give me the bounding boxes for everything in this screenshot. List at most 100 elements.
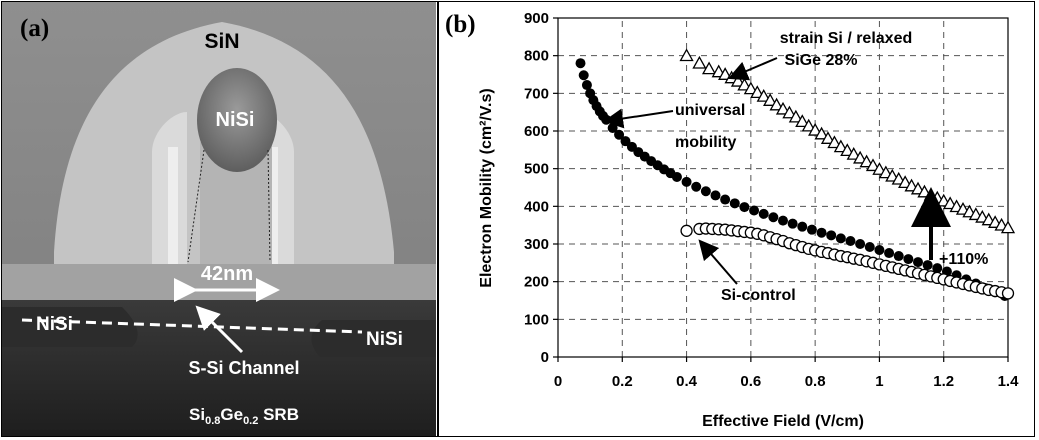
data-point-universal: [720, 194, 731, 205]
tem-cross-section-image: (a) SiN NiSi 42nm NiSi NiSi S-Si Channel…: [2, 2, 436, 436]
data-point-strain: [730, 73, 746, 87]
annotation-si-control: Si-control: [721, 287, 796, 304]
panel-a-letter: (a): [20, 15, 49, 42]
data-point-strain: [737, 77, 752, 91]
data-point-strain: [769, 97, 784, 111]
x-tick-label: 1: [875, 373, 883, 390]
data-point-universal: [758, 208, 769, 219]
data-point-si-control: [1001, 287, 1015, 300]
data-point-strain: [808, 122, 823, 136]
label-substrate: Si0.8Ge0.2 SRB: [189, 405, 299, 427]
y-axis-label: Electron Mobility (cm²/V.s): [478, 88, 495, 287]
data-point-strain: [846, 147, 861, 160]
data-point-universal: [778, 215, 788, 226]
y-tick-label: 300: [524, 236, 549, 253]
annotation-universal-arrow: [603, 108, 674, 129]
data-point-universal: [903, 254, 914, 265]
x-tick-label: 0.8: [805, 373, 826, 390]
x-axis-ticks: 0 0.2 0.4 0.6 0.8 1 1.2 1.4: [554, 357, 1019, 390]
data-point-strain: [814, 126, 829, 140]
data-point-universal: [922, 260, 933, 271]
channel-interface-line: [21, 318, 363, 334]
y-tick-label: 500: [524, 161, 549, 178]
label-nisi-left: NiSi: [36, 314, 73, 335]
data-point-strain: [853, 150, 868, 164]
annotation-si-control-arrow: [698, 239, 738, 285]
data-point-strain: [840, 143, 855, 157]
y-tick-label: 400: [524, 198, 549, 215]
data-point-universal: [913, 257, 923, 268]
data-point-strain: [692, 55, 707, 69]
data-point-universal: [768, 212, 779, 223]
data-point-universal: [893, 251, 904, 262]
y-tick-label: 200: [524, 274, 549, 291]
channel-pointer-arrow: [195, 305, 244, 354]
data-point-strain: [865, 158, 881, 172]
data-point-universal: [816, 227, 827, 238]
data-point-strain: [801, 118, 816, 132]
data-point-universal: [581, 80, 592, 91]
data-point-strain: [872, 162, 887, 175]
data-point-strain: [775, 101, 791, 115]
data-point-universal: [874, 245, 885, 256]
data-point-universal: [749, 205, 760, 216]
data-point-universal: [700, 186, 711, 197]
nisi-gate: [197, 68, 277, 172]
annotation-improvement: +110%: [939, 251, 988, 268]
right-liner: [268, 147, 278, 287]
y-tick-label: 600: [524, 123, 549, 140]
y-tick-label: 900: [524, 10, 549, 27]
y-tick-label: 100: [524, 311, 549, 328]
data-point-strain: [833, 139, 848, 153]
label-nisi-right: NiSi: [366, 329, 403, 350]
y-tick-label: 0: [541, 349, 549, 366]
label-gate-length: 42nm: [201, 263, 253, 285]
data-point-universal: [601, 114, 612, 125]
data-point-strain: [898, 175, 913, 189]
data-point-universal: [578, 70, 589, 81]
x-axis-label: Effective Field (V/cm): [702, 413, 864, 430]
label-nisi-gate: NiSi: [216, 109, 255, 131]
annotation-universal-line2: mobility: [675, 134, 736, 151]
annotation-strain-arrow: [727, 57, 778, 81]
panel-b-letter: (b): [445, 11, 476, 38]
data-point-universal: [855, 239, 866, 249]
data-point-strain: [859, 154, 874, 168]
y-tick-label: 800: [524, 48, 549, 65]
data-point-universal: [681, 176, 692, 187]
data-point-universal: [691, 181, 702, 192]
nisi-right-region: [311, 320, 436, 357]
plot-area-frame: [557, 17, 1009, 358]
data-point-universal: [932, 263, 943, 274]
data-point-strain: [878, 165, 893, 179]
x-tick-label: 0.4: [676, 373, 698, 390]
data-point-universal: [729, 198, 740, 209]
annotation-strain-line1: strain Si / relaxed: [780, 30, 913, 47]
y-axis-ticks: 0 100 200 300 400 500 600 700 800 900: [524, 10, 558, 366]
grid: [558, 18, 1008, 357]
data-point-strain: [795, 114, 810, 128]
annotation-universal-line1: universal: [675, 102, 745, 119]
label-sin: SiN: [204, 30, 239, 53]
data-point-strain: [820, 131, 836, 144]
x-tick-label: 1.4: [998, 373, 1020, 390]
data-point-universal: [739, 202, 750, 213]
data-point-strain: [782, 105, 797, 119]
data-point-universal: [864, 242, 875, 253]
x-tick-label: 1.2: [933, 373, 954, 390]
x-tick-label: 0.6: [740, 373, 761, 390]
data-point-strain: [788, 109, 803, 123]
data-point-strain: [701, 61, 717, 75]
data-point-strain: [743, 81, 758, 95]
data-point-universal: [620, 136, 631, 147]
data-point-universal: [835, 233, 846, 244]
label-channel: S-Si Channel: [188, 358, 299, 378]
mobility-chart: (b) 0 100 200 300 400 500 600 700 800 900 0 0.2 0.4…: [445, 10, 1019, 430]
x-tick-label: 0: [554, 373, 562, 390]
data-point-universal: [797, 221, 808, 232]
data-point-universal: [575, 58, 586, 69]
data-point-strain: [827, 135, 842, 149]
panel-divider: [437, 1, 439, 437]
data-point-strain: [763, 93, 778, 106]
data-point-universal: [826, 230, 837, 241]
